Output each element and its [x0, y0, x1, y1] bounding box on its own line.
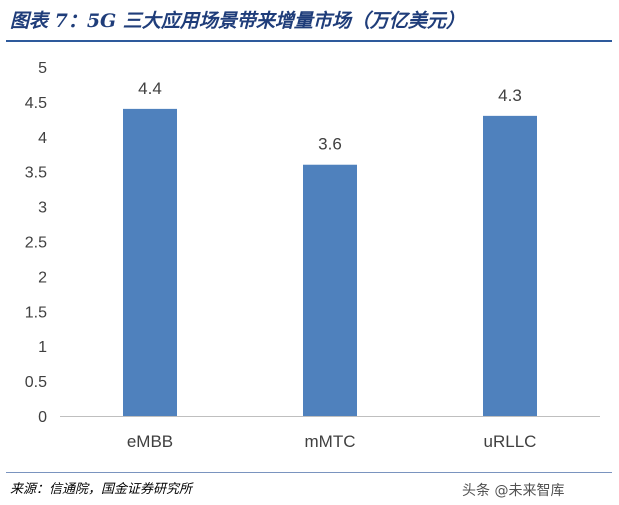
bar: [123, 108, 177, 416]
y-tick-label: 2: [38, 269, 47, 286]
y-tick-label: 0: [38, 409, 47, 426]
x-axis-labels: eMBB mMTC uRLLC: [127, 432, 537, 451]
bar-chart: 0 0.5 1 1.5 2 2.5 3 3.5 4 4.5 5 4.4 3.6 4.3 eMBB mMTC…: [25, 60, 600, 451]
source-note: 来源：信通院，国金证券研究所: [10, 482, 193, 497]
data-label: 4.3: [498, 86, 522, 105]
x-tick-label: eMBB: [127, 432, 173, 451]
y-tick-label: 3.5: [25, 165, 47, 182]
data-label: 3.6: [318, 135, 342, 154]
y-tick-label: 1: [38, 339, 47, 356]
y-tick-label: 5: [38, 60, 47, 77]
y-tick-label: 2.5: [25, 235, 47, 252]
data-label: 4.4: [138, 79, 162, 98]
y-axis-ticks: 0 0.5 1 1.5 2 2.5 3 3.5 4 4.5 5: [25, 60, 47, 426]
bar: [303, 164, 357, 416]
y-tick-label: 0.5: [25, 374, 47, 391]
watermark: 头条 @未来智库: [462, 483, 565, 499]
y-tick-label: 4: [38, 130, 47, 147]
x-tick-label: mMTC: [305, 432, 356, 451]
x-tick-label: uRLLC: [484, 432, 537, 451]
bar: [483, 115, 537, 417]
bars: [123, 108, 537, 417]
y-tick-label: 4.5: [25, 95, 47, 112]
data-labels: 4.4 3.6 4.3: [138, 79, 522, 154]
figure-title: 图表 7：5G 三大应用场景带来增量市场（万亿美元）: [10, 10, 465, 32]
footer-divider: [6, 472, 612, 473]
y-tick-label: 1.5: [25, 304, 47, 321]
title-divider: [6, 40, 612, 42]
y-tick-label: 3: [38, 200, 47, 217]
